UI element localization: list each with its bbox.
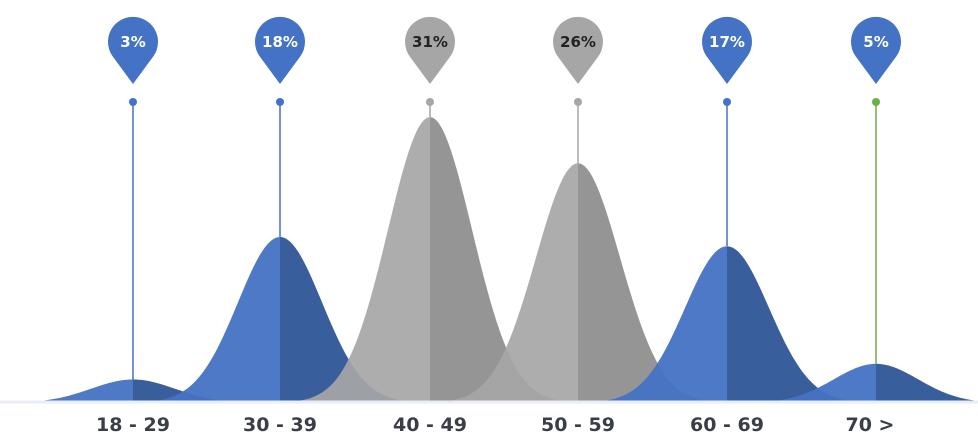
connector-dot-3 [426,98,434,106]
value-pin-2 [254,16,305,85]
category-label-6: 70 > [846,414,895,436]
connector-dot-6 [872,98,880,106]
value-pins: 3% 18% 31% 26% 17% 5% [107,16,902,85]
category-label-2: 30 - 39 [243,414,317,436]
value-label-1: 3% [120,33,145,51]
category-labels: 18 - 29 30 - 39 40 - 49 50 - 59 60 - 69 70 > [96,414,894,436]
peak-6 [726,363,978,403]
connector-dot-4 [574,98,582,106]
category-label-1: 18 - 29 [96,414,170,436]
value-pin-6 [851,16,902,85]
value-pin-4 [553,16,604,85]
value-pin-3 [405,16,455,84]
peak-curves [0,117,978,403]
connector-dot-5 [723,98,731,106]
peak-2 [130,236,430,403]
value-label-6: 5% [863,33,888,51]
value-label-3: 31% [412,33,448,51]
value-label-4: 26% [560,33,596,51]
value-label-2: 18% [262,33,298,51]
category-label-3: 40 - 49 [393,414,467,436]
connector-lines [129,98,880,380]
connector-dot-1 [129,98,137,106]
peak-3 [280,117,580,403]
value-pin-5 [701,16,752,85]
category-label-4: 50 - 59 [541,414,615,436]
peak-5 [577,246,877,403]
peak-4 [428,163,728,403]
peak-1 [0,379,283,403]
connector-dot-2 [276,98,284,106]
value-pin-1 [107,16,158,85]
value-label-5: 17% [709,33,745,51]
category-label-5: 60 - 69 [690,414,764,436]
